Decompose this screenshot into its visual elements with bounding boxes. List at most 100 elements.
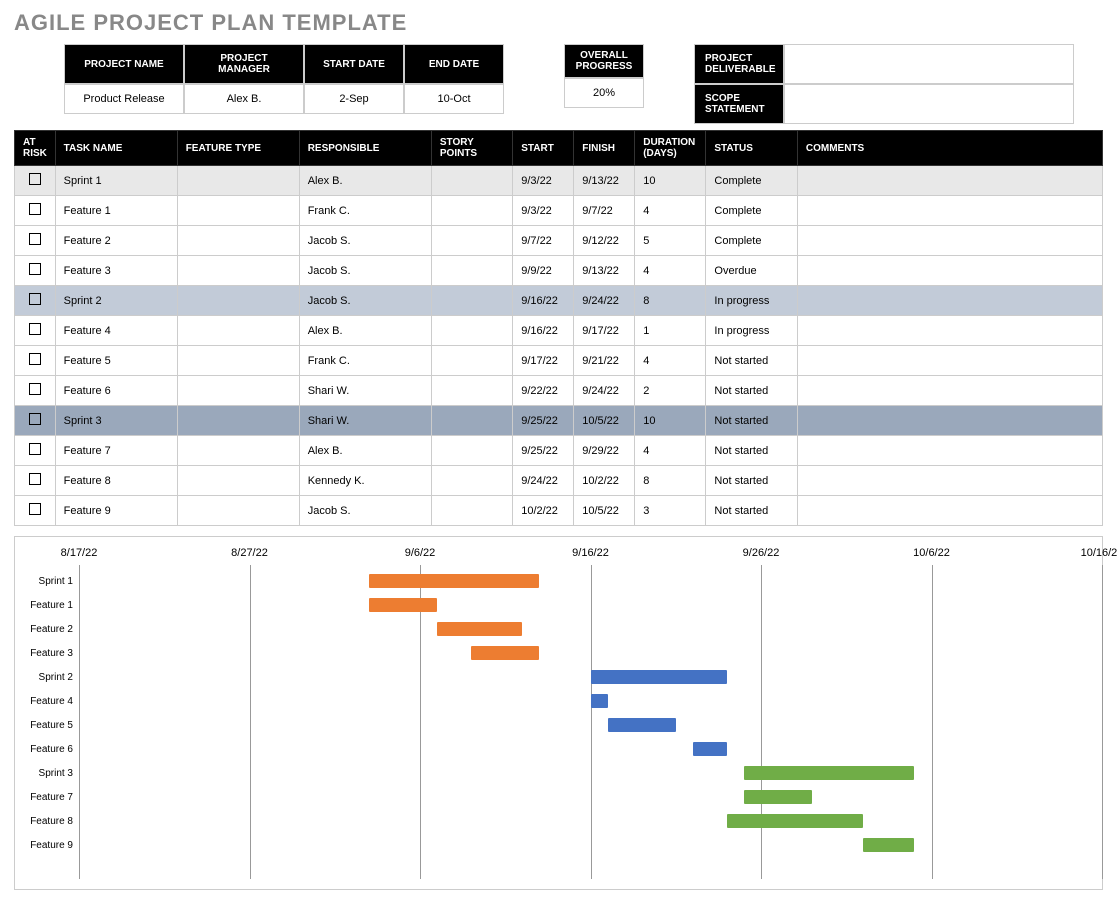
table-cell[interactable]: 9/25/22 <box>513 406 574 436</box>
gantt-bar[interactable] <box>369 598 437 612</box>
table-cell[interactable] <box>177 196 299 226</box>
project-manager-value[interactable]: Alex B. <box>184 84 304 114</box>
table-cell[interactable] <box>797 376 1102 406</box>
table-cell[interactable]: Jacob S. <box>299 226 431 256</box>
table-cell[interactable]: Jacob S. <box>299 496 431 526</box>
table-cell[interactable] <box>431 496 512 526</box>
table-cell[interactable]: Feature 9 <box>55 496 177 526</box>
table-cell[interactable] <box>797 316 1102 346</box>
table-cell[interactable]: Feature 4 <box>55 316 177 346</box>
table-cell[interactable] <box>177 256 299 286</box>
table-cell[interactable] <box>431 466 512 496</box>
table-cell[interactable]: Not started <box>706 406 798 436</box>
table-cell[interactable] <box>177 286 299 316</box>
table-cell[interactable] <box>15 496 56 526</box>
at-risk-checkbox[interactable] <box>29 323 41 335</box>
table-cell[interactable] <box>797 466 1102 496</box>
table-cell[interactable]: 9/17/22 <box>574 316 635 346</box>
table-cell[interactable]: Not started <box>706 376 798 406</box>
table-cell[interactable]: Complete <box>706 166 798 196</box>
table-cell[interactable]: 9/13/22 <box>574 256 635 286</box>
table-cell[interactable] <box>797 436 1102 466</box>
table-cell[interactable]: Frank C. <box>299 346 431 376</box>
table-cell[interactable]: Feature 2 <box>55 226 177 256</box>
table-cell[interactable]: Not started <box>706 436 798 466</box>
table-cell[interactable] <box>15 436 56 466</box>
table-cell[interactable] <box>177 466 299 496</box>
table-cell[interactable]: 9/13/22 <box>574 166 635 196</box>
table-cell[interactable]: 10 <box>635 406 706 436</box>
table-cell[interactable]: Sprint 3 <box>55 406 177 436</box>
table-cell[interactable] <box>177 406 299 436</box>
table-cell[interactable] <box>797 286 1102 316</box>
table-cell[interactable] <box>177 316 299 346</box>
at-risk-checkbox[interactable] <box>29 353 41 365</box>
gantt-bar[interactable] <box>727 814 863 828</box>
at-risk-checkbox[interactable] <box>29 473 41 485</box>
table-cell[interactable]: Not started <box>706 346 798 376</box>
table-cell[interactable] <box>177 166 299 196</box>
start-date-value[interactable]: 2-Sep <box>304 84 404 114</box>
table-cell[interactable] <box>177 346 299 376</box>
table-cell[interactable] <box>431 256 512 286</box>
table-cell[interactable] <box>431 166 512 196</box>
table-cell[interactable]: 5 <box>635 226 706 256</box>
table-cell[interactable]: Overdue <box>706 256 798 286</box>
table-cell[interactable] <box>15 376 56 406</box>
table-cell[interactable]: Complete <box>706 226 798 256</box>
gantt-bar[interactable] <box>437 622 522 636</box>
table-cell[interactable]: Shari W. <box>299 406 431 436</box>
table-cell[interactable] <box>15 286 56 316</box>
at-risk-checkbox[interactable] <box>29 503 41 515</box>
table-cell[interactable]: 9/3/22 <box>513 196 574 226</box>
table-cell[interactable]: 1 <box>635 316 706 346</box>
table-cell[interactable]: 10/5/22 <box>574 406 635 436</box>
table-cell[interactable] <box>797 226 1102 256</box>
at-risk-checkbox[interactable] <box>29 293 41 305</box>
table-cell[interactable] <box>177 226 299 256</box>
gantt-bar[interactable] <box>744 766 915 780</box>
table-cell[interactable]: 9/17/22 <box>513 346 574 376</box>
table-cell[interactable]: 9/3/22 <box>513 166 574 196</box>
table-cell[interactable]: Feature 6 <box>55 376 177 406</box>
table-cell[interactable] <box>431 376 512 406</box>
table-cell[interactable] <box>797 256 1102 286</box>
table-cell[interactable] <box>431 406 512 436</box>
table-cell[interactable] <box>15 346 56 376</box>
table-cell[interactable]: 9/16/22 <box>513 286 574 316</box>
gantt-bar[interactable] <box>693 742 727 756</box>
table-cell[interactable]: 9/24/22 <box>513 466 574 496</box>
table-cell[interactable] <box>431 346 512 376</box>
table-cell[interactable] <box>15 166 56 196</box>
project-name-value[interactable]: Product Release <box>64 84 184 114</box>
table-cell[interactable]: 9/24/22 <box>574 376 635 406</box>
gantt-bar[interactable] <box>608 718 676 732</box>
table-cell[interactable]: Jacob S. <box>299 256 431 286</box>
table-cell[interactable] <box>15 466 56 496</box>
table-cell[interactable] <box>431 196 512 226</box>
table-cell[interactable]: 9/29/22 <box>574 436 635 466</box>
table-cell[interactable]: 2 <box>635 376 706 406</box>
table-cell[interactable]: In progress <box>706 286 798 316</box>
at-risk-checkbox[interactable] <box>29 203 41 215</box>
table-cell[interactable]: 4 <box>635 436 706 466</box>
table-cell[interactable]: 9/22/22 <box>513 376 574 406</box>
table-cell[interactable]: Complete <box>706 196 798 226</box>
gantt-bar[interactable] <box>471 646 539 660</box>
table-cell[interactable]: 9/24/22 <box>574 286 635 316</box>
end-date-value[interactable]: 10-Oct <box>404 84 504 114</box>
table-cell[interactable] <box>177 376 299 406</box>
table-cell[interactable]: 4 <box>635 196 706 226</box>
table-cell[interactable]: 8 <box>635 286 706 316</box>
at-risk-checkbox[interactable] <box>29 413 41 425</box>
table-cell[interactable]: Frank C. <box>299 196 431 226</box>
table-cell[interactable]: Not started <box>706 496 798 526</box>
table-cell[interactable] <box>15 406 56 436</box>
at-risk-checkbox[interactable] <box>29 383 41 395</box>
table-cell[interactable]: Alex B. <box>299 436 431 466</box>
scope-statement-value[interactable] <box>784 84 1074 124</box>
table-cell[interactable]: Not started <box>706 466 798 496</box>
table-cell[interactable]: 9/7/22 <box>574 196 635 226</box>
overall-progress-value[interactable]: 20% <box>564 78 644 108</box>
table-cell[interactable]: Feature 8 <box>55 466 177 496</box>
